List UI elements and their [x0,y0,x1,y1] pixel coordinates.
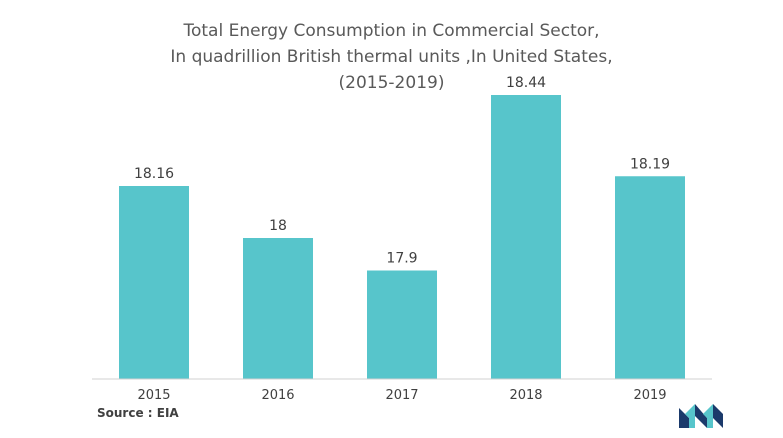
bar-2018 [491,95,561,379]
x-tick-label-2015: 2015 [137,388,170,403]
bar-2019 [615,176,685,379]
labels-group: 18.16 2015 18 2016 17.9 2017 18.44 2018 18.19 201… [134,75,670,403]
value-label-2019: 18.19 [630,156,670,172]
chart-title: Total Energy Consumption in Commercial S… [0,18,783,96]
source-note: Source : EIA [97,406,179,420]
bar-2017 [367,270,437,379]
mordor-intelligence-logo-icon [679,404,723,428]
value-label-2016: 18 [269,218,287,234]
chart-title-line-2: In quadrillion British thermal units ,In… [170,47,613,67]
bar-2016 [243,238,313,379]
value-label-2018: 18.44 [506,75,546,91]
bars-group [119,95,685,379]
chart-title-line-1: Total Energy Consumption in Commercial S… [183,21,600,41]
bar-2015 [119,186,189,379]
x-tick-label-2018: 2018 [509,388,542,403]
x-tick-label-2017: 2017 [385,388,418,403]
x-tick-label-2016: 2016 [261,388,294,403]
chart-title-line-3: (2015-2019) [338,73,445,93]
value-label-2015: 18.16 [134,166,174,182]
value-label-2017: 17.9 [386,251,417,267]
x-tick-label-2019: 2019 [633,388,666,403]
